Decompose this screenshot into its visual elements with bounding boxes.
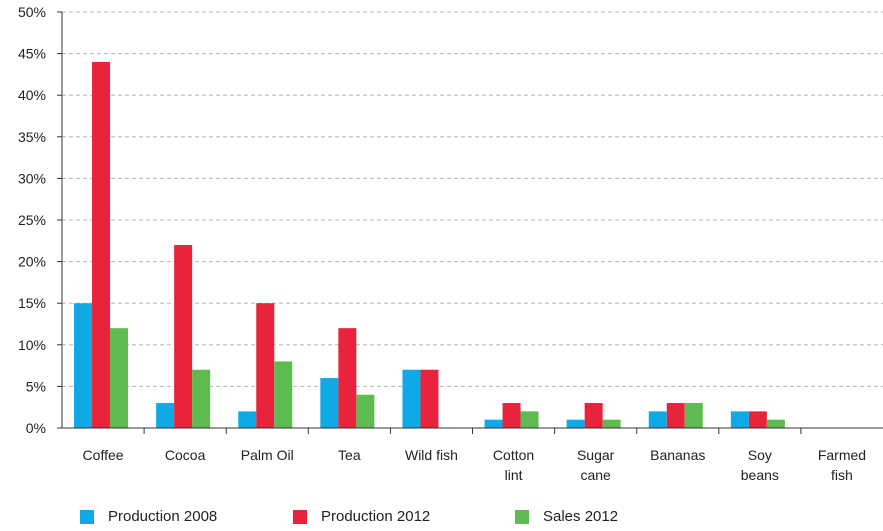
bars <box>74 61 785 429</box>
bar <box>92 61 111 429</box>
bar-chart: 0%5%10%15%20%25%30%35%40%45%50% Coffee Co… <box>18 4 883 483</box>
legend-swatch <box>80 509 94 524</box>
category-label: Cotton lint <box>493 447 534 483</box>
bar <box>402 369 421 428</box>
bar <box>192 369 211 428</box>
legend-label: Sales 2012 <box>543 508 619 525</box>
legend-swatch <box>293 509 307 524</box>
bar <box>320 378 339 428</box>
bar <box>256 303 275 428</box>
y-tick-label: 45% <box>18 46 46 62</box>
legend-item-production-2008: Production 2008 <box>80 508 293 525</box>
y-axis: 0% 5% 10% 15% 20% 25% 30% 35% 40% 45% 50% <box>18 4 63 436</box>
y-tick-label: 35% <box>18 129 46 145</box>
category-label: Farmed fish <box>818 447 866 483</box>
y-tick-label: 30% <box>18 170 46 186</box>
y-tick-label: 25% <box>18 212 46 228</box>
category-label: Soy beans <box>741 447 779 483</box>
bar <box>110 328 129 428</box>
bar <box>74 303 93 428</box>
bar <box>156 403 175 428</box>
bar <box>420 369 439 428</box>
legend-label: Production 2012 <box>321 508 431 525</box>
bar <box>584 403 603 428</box>
bar <box>602 419 621 428</box>
category-label: Tea <box>338 447 361 463</box>
bar <box>766 419 785 428</box>
legend-label: Production 2008 <box>108 508 218 525</box>
category-label: Sugar cane <box>577 447 615 483</box>
bar <box>484 419 503 428</box>
bar <box>238 411 257 428</box>
category-label: Bananas <box>650 447 705 463</box>
category-label: Cocoa <box>165 447 206 463</box>
y-tick-label: 40% <box>18 87 46 103</box>
bar <box>730 411 749 428</box>
bar <box>566 419 585 428</box>
y-tick-label: 10% <box>18 337 46 353</box>
bar <box>274 361 293 428</box>
bar <box>502 403 521 428</box>
bar <box>520 411 539 428</box>
y-tick-label: 0% <box>26 420 46 436</box>
legend-swatch <box>515 509 529 524</box>
legend-item-sales-2012: Sales 2012 <box>515 508 618 525</box>
bar <box>666 403 685 428</box>
y-tick-label: 5% <box>26 378 46 394</box>
legend-item-production-2012: Production 2012 <box>293 508 515 525</box>
y-tick-label: 50% <box>18 4 46 20</box>
category-label: Coffee <box>83 447 124 463</box>
category-label: Palm Oil <box>241 447 294 463</box>
bar <box>174 244 193 428</box>
bar <box>648 411 667 428</box>
bar <box>684 403 703 428</box>
bar <box>748 411 767 428</box>
legend: Production 2008 Production 2012 Sales 20… <box>80 508 618 525</box>
y-tick-label: 20% <box>18 254 46 270</box>
x-axis: Coffee Cocoa Palm Oil Tea Wild fish Cotton lin… <box>62 427 883 483</box>
y-tick-label: 15% <box>18 295 46 311</box>
bar <box>338 328 357 428</box>
bar <box>356 394 375 428</box>
category-label: Wild fish <box>405 447 458 463</box>
